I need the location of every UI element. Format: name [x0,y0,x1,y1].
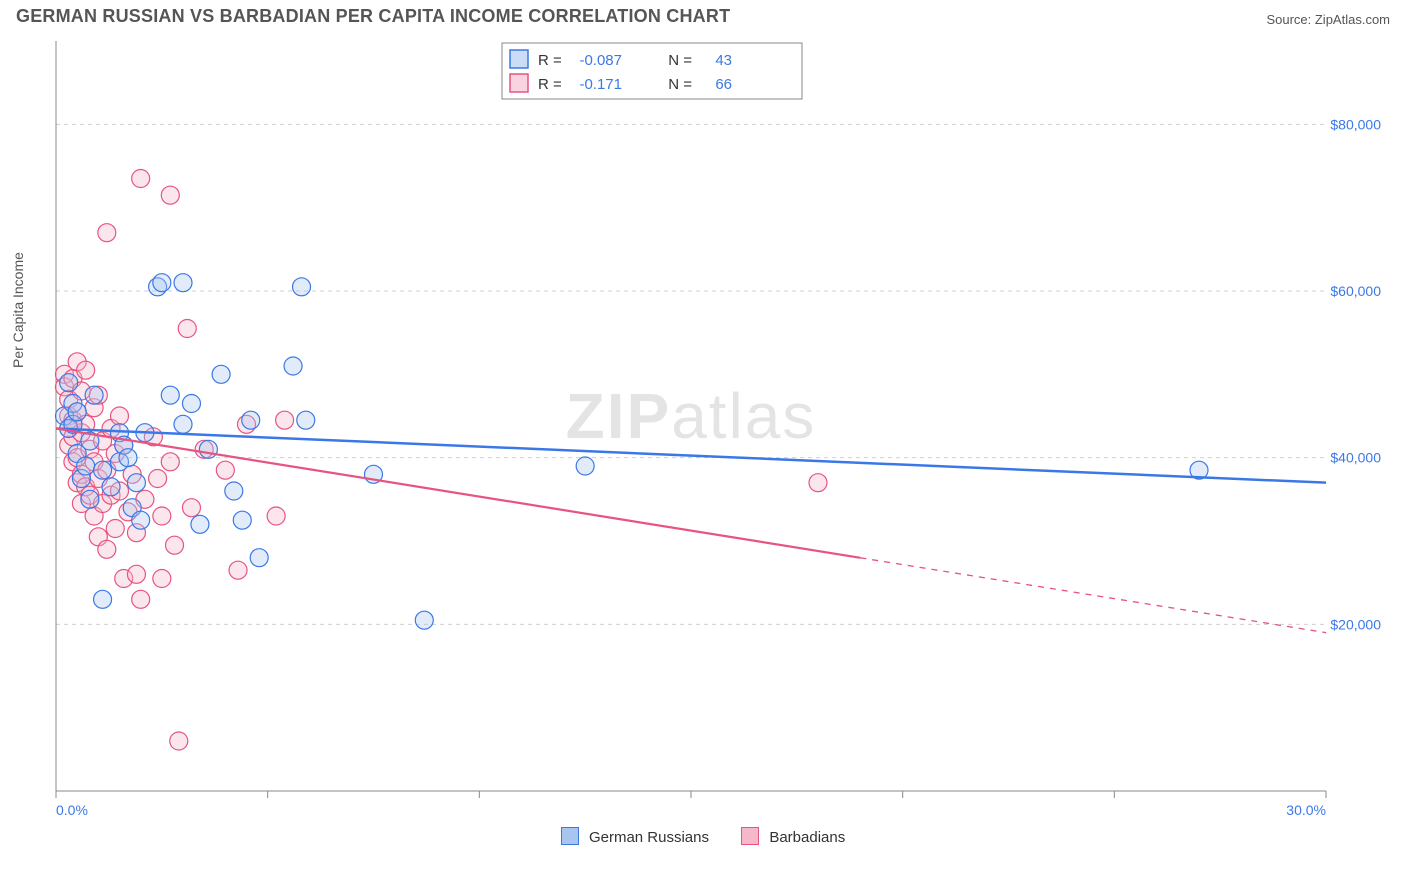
legend-r-value: -0.171 [579,76,622,93]
legend-n-value: 66 [715,76,732,93]
data-point [174,415,192,433]
data-point [191,515,209,533]
legend-swatch-icon [510,50,528,68]
legend-swatch-icon [741,827,759,845]
data-point [166,536,184,554]
legend-n-label: N = [668,52,692,69]
data-point [229,561,247,579]
data-point [216,461,234,479]
data-point [94,590,112,608]
y-axis-label: Per Capita Income [10,252,26,368]
data-point [199,440,217,458]
data-point [178,320,196,338]
data-point [77,361,95,379]
legend-label: Barbadians [769,829,845,846]
data-point [68,403,86,421]
data-point [250,549,268,567]
data-point [127,474,145,492]
data-point [127,565,145,583]
data-point [102,478,120,496]
data-point [161,186,179,204]
legend-swatch-icon [561,827,579,845]
data-point [415,611,433,629]
data-point [77,457,95,475]
data-point [94,461,112,479]
legend-label: German Russians [589,829,709,846]
data-point [153,274,171,292]
data-point [98,224,116,242]
legend-bottom: German Russians Barbadians [0,821,1406,846]
chart-title: GERMAN RUSSIAN VS BARBADIAN PER CAPITA I… [16,6,730,27]
trend-line-dashed [860,558,1326,633]
legend-swatch-icon [510,74,528,92]
data-point [60,374,78,392]
data-point [225,482,243,500]
data-point [132,170,150,188]
data-point [809,474,827,492]
legend-item-barbadians: Barbadians [741,829,845,846]
y-tick-label: $40,000 [1330,450,1381,466]
data-point [242,411,260,429]
data-point [267,507,285,525]
data-point [233,511,251,529]
data-point [293,278,311,296]
data-point [119,449,137,467]
legend-r-label: R = [538,76,562,93]
data-point [212,365,230,383]
watermark: ZIPatlas [566,380,817,452]
x-tick-label: 30.0% [1286,802,1326,818]
data-point [149,470,167,488]
data-point [81,490,99,508]
data-point [153,570,171,588]
data-point [576,457,594,475]
correlation-scatter-chart: $20,000 $40,000 $60,000 $80,000 0.0% 30.0% ZIP… [50,31,1386,821]
y-tick-label: $60,000 [1330,283,1381,299]
legend-item-german-russians: German Russians [561,829,713,846]
data-point [106,520,124,538]
legend-n-value: 43 [715,52,732,69]
chart-source: Source: ZipAtlas.com [1266,12,1390,27]
y-tick-label: $20,000 [1330,616,1381,632]
data-point [276,411,294,429]
data-point [284,357,302,375]
legend-r-label: R = [538,52,562,69]
data-point [111,407,129,425]
data-point [98,540,116,558]
legend-top: R = -0.087 N = 43 R = -0.171 N = 66 [502,43,802,99]
data-point [182,395,200,413]
y-tick-label: $80,000 [1330,116,1381,132]
data-point [161,386,179,404]
data-point [297,411,315,429]
data-point [182,499,200,517]
data-point [153,507,171,525]
data-point [85,386,103,404]
data-point [170,732,188,750]
data-point [132,590,150,608]
legend-r-value: -0.087 [579,52,622,69]
legend-n-label: N = [668,76,692,93]
x-tick-label: 0.0% [56,802,88,818]
data-point [161,453,179,471]
data-point [132,511,150,529]
data-point [174,274,192,292]
